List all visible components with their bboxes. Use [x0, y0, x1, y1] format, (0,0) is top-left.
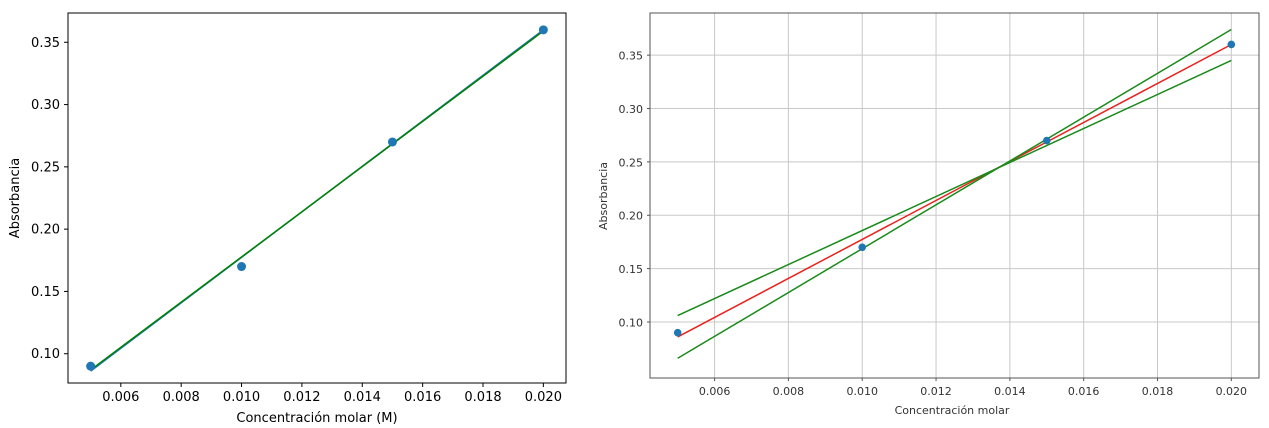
right-fit-line-1	[677, 43, 1232, 338]
left-x-axis-label: Concentración molar (M)	[236, 411, 397, 426]
left-data-point	[538, 25, 548, 35]
right-y-tick-label: 0.25	[619, 156, 644, 169]
left-x-tick-label: 0.014	[344, 390, 381, 405]
left-x-tick-label: 0.018	[464, 390, 501, 405]
left-y-tick-label: 0.30	[31, 98, 60, 113]
left-y-tick-label: 0.25	[31, 160, 60, 175]
right-x-tick-label: 0.016	[1068, 385, 1100, 398]
right-data-point	[1042, 136, 1051, 145]
right-data-point	[1227, 40, 1236, 49]
left-y-tick-label: 0.15	[31, 285, 60, 300]
right-x-tick-label: 0.014	[994, 385, 1026, 398]
left-data-point	[387, 137, 397, 147]
left-x-tick-label: 0.006	[102, 390, 139, 405]
left-y-tick-label: 0.10	[31, 347, 60, 362]
right-x-tick-label: 0.018	[1142, 385, 1174, 398]
right-x-tick-label: 0.006	[699, 385, 731, 398]
right-y-tick-label: 0.35	[619, 50, 644, 63]
right-data-point	[858, 243, 867, 252]
right-fit-line-2	[677, 59, 1232, 317]
left-data-point	[237, 262, 247, 272]
right-x-tick-label: 0.012	[920, 385, 952, 398]
right-y-tick-label: 0.30	[619, 103, 644, 116]
left-chart: 0.006 0.008 0.010 0.012 0.014 0.016 0.018 0.020…	[8, 12, 567, 426]
left-fit-line-2	[90, 30, 544, 371]
right-x-tick-label: 0.020	[1216, 385, 1248, 398]
left-y-axis-label: Absorbancia	[8, 158, 23, 238]
left-x-tick-label: 0.010	[223, 390, 260, 405]
right-fit-line-3	[677, 28, 1232, 359]
right-x-tick-label: 0.008	[773, 385, 805, 398]
left-data-point	[86, 361, 96, 371]
left-x-tick-label: 0.020	[525, 390, 562, 405]
right-x-tick-label: 0.010	[846, 385, 878, 398]
left-x-tick-label: 0.016	[404, 390, 441, 405]
right-y-axis-label: Absorbancia	[597, 162, 610, 230]
right-y-tick-label: 0.20	[619, 210, 644, 223]
left-x-tick-label: 0.008	[163, 390, 200, 405]
right-x-axis-label: Concentración molar	[895, 404, 1010, 417]
right-y-tick-label: 0.15	[619, 263, 644, 276]
left-x-tick-label: 0.012	[283, 390, 320, 405]
left-plot-frame	[67, 12, 567, 384]
right-chart: 0.006 0.008 0.010 0.012 0.014 0.016 0.018 0.020…	[597, 12, 1260, 417]
right-plot-frame	[649, 12, 1260, 379]
right-data-point	[673, 328, 682, 337]
left-y-tick-label: 0.20	[31, 223, 60, 238]
left-y-tick-label: 0.35	[31, 36, 60, 51]
right-y-tick-label: 0.10	[619, 316, 644, 329]
